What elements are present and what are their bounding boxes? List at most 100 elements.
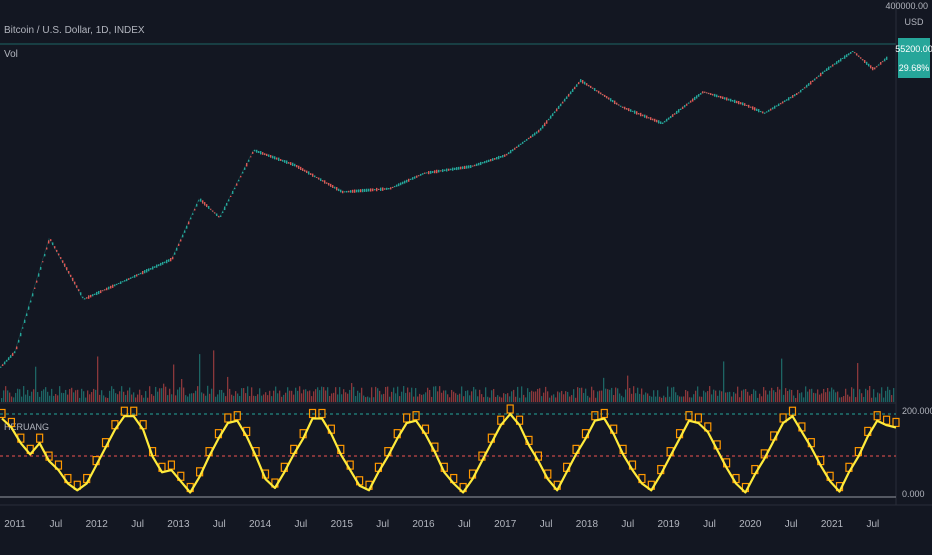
volume-bar (147, 397, 149, 402)
price-candle (148, 268, 150, 272)
volume-bar (477, 396, 479, 402)
price-candle (566, 96, 568, 99)
volume-bar (341, 394, 343, 402)
volume-bar (303, 389, 305, 402)
price-candle (18, 339, 20, 343)
volume-bar (785, 388, 787, 402)
volume-bar (495, 396, 497, 402)
price-candle (150, 268, 152, 270)
price-candle (560, 103, 562, 107)
volume-bar (149, 386, 151, 402)
price-candle (516, 146, 518, 148)
price-candle (26, 313, 28, 317)
volume-bar (311, 396, 313, 402)
volume-bar (821, 393, 823, 402)
price-candle (736, 100, 738, 104)
price-candle (412, 177, 414, 180)
volume-bar (103, 395, 105, 402)
price-candle (798, 92, 800, 94)
volume-bar (119, 391, 121, 402)
volume-bar (339, 387, 341, 402)
volume-bar (181, 379, 183, 402)
volume-bar (265, 392, 267, 402)
volume-bar (551, 395, 553, 402)
volume-bar (763, 387, 765, 402)
volume-bar (357, 390, 359, 402)
volume-bar (45, 387, 47, 402)
volume-bar (831, 387, 833, 402)
price-candle (146, 269, 148, 273)
price-candle (880, 62, 882, 65)
price-candle (624, 106, 626, 110)
price-candle (794, 94, 796, 97)
price-candle (404, 180, 406, 184)
volume-bar (611, 387, 613, 402)
price-candle (140, 272, 142, 275)
x-tick-label: Jul (867, 519, 880, 530)
volume-bar (307, 391, 309, 402)
volume-bar (197, 386, 199, 402)
price-candle (830, 66, 832, 68)
volume-bar (35, 366, 37, 402)
volume-bar (807, 391, 809, 402)
volume-bar (71, 387, 73, 402)
price-candle (490, 159, 492, 162)
price-candle (544, 122, 546, 127)
price-candle (270, 155, 272, 158)
price-candle (166, 259, 168, 264)
price-candle (614, 100, 616, 105)
volume-bar (51, 388, 53, 402)
volume-bar (87, 390, 89, 402)
price-candle (534, 132, 536, 136)
price-candle (22, 327, 24, 329)
volume-bar (733, 392, 735, 402)
indicator-line (1, 412, 897, 494)
price-candle (626, 108, 628, 110)
price-candle (556, 108, 558, 112)
volume-bar (879, 393, 881, 402)
volume-bar (163, 383, 165, 402)
volume-bar (165, 386, 167, 402)
volume-bar (417, 396, 419, 402)
price-candle (192, 213, 194, 215)
price-candle (464, 165, 466, 170)
price-candle (324, 180, 326, 184)
price-candle (200, 198, 202, 202)
volume-bar (271, 396, 273, 402)
price-candle (376, 187, 378, 192)
change-badge-value: 29.68% (899, 63, 930, 73)
price-candle (414, 176, 416, 179)
price-candle (136, 274, 138, 277)
price-candle (266, 153, 268, 157)
price-candle (706, 92, 708, 94)
volume-bar (135, 397, 137, 402)
price-candle (574, 86, 576, 90)
volume-bar (159, 388, 161, 402)
price-candle (748, 104, 750, 108)
indicator-upper-label: 200.000 (902, 406, 932, 416)
volume-bar (225, 396, 227, 402)
volume-bar (253, 395, 255, 402)
price-candle (494, 158, 496, 160)
price-candle (254, 149, 256, 152)
volume-bar (193, 393, 195, 402)
price-candle (554, 111, 556, 114)
volume-bar (655, 396, 657, 402)
volume-bar (133, 392, 135, 402)
volume-bar (171, 394, 173, 402)
volume-bar (259, 388, 261, 402)
volume-bar (591, 386, 593, 402)
volume-bar (835, 392, 837, 402)
price-candle (500, 156, 502, 158)
price-candle (730, 98, 732, 102)
price-candle (44, 253, 46, 257)
price-candle (268, 154, 270, 157)
price-candle (430, 170, 432, 174)
volume-bar (131, 394, 133, 402)
price-candle (694, 96, 696, 101)
volume-bar (853, 388, 855, 402)
x-tick-label: Jul (703, 519, 716, 530)
price-candle (182, 234, 184, 238)
price-candle (884, 58, 886, 62)
